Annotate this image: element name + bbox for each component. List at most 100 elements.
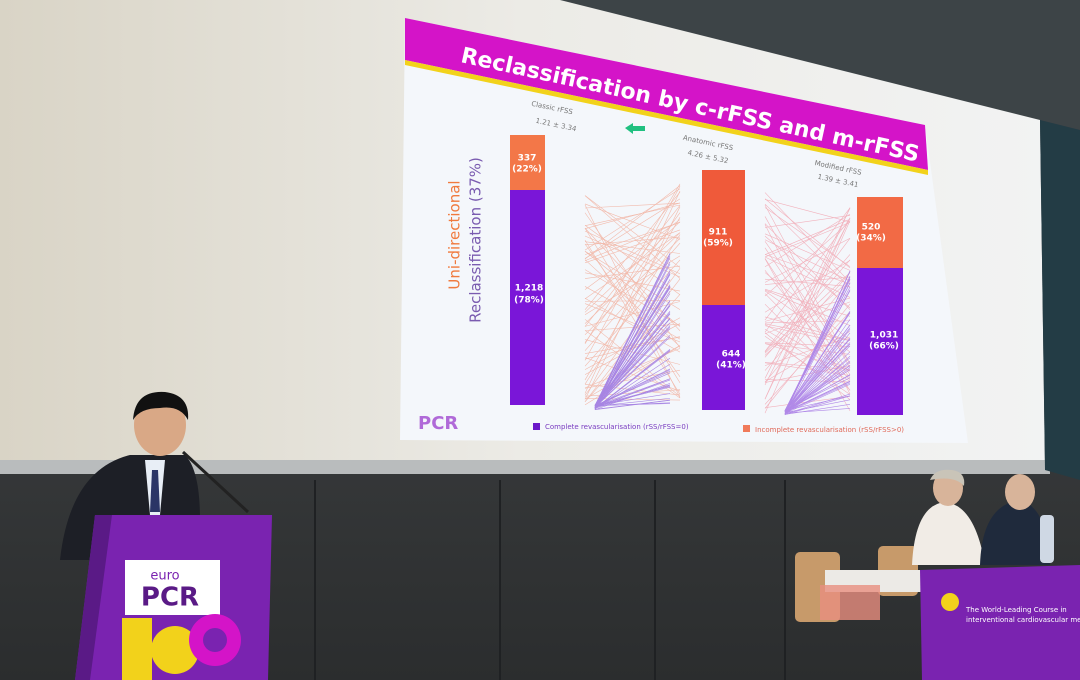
reclassification-line — [764, 222, 851, 258]
podium-side — [75, 515, 112, 680]
reclassification-line — [764, 237, 851, 283]
reclassification-line — [584, 265, 681, 279]
reclassification-line — [594, 403, 671, 406]
ceiling — [560, 0, 1080, 150]
reclassification-line — [784, 408, 851, 414]
reclassification-line — [784, 383, 851, 414]
podium-brand-main: PCR — [141, 583, 199, 613]
reclassification-line — [764, 199, 851, 223]
bar-pct: (22%) — [512, 165, 542, 175]
reclassification-line — [764, 343, 851, 355]
reclassification-line — [594, 318, 671, 409]
slide-header-stripe — [405, 60, 928, 175]
reclassification-line — [764, 278, 851, 287]
reclassification-line — [594, 370, 671, 407]
reclassification-line — [584, 251, 681, 327]
reclassification-line — [584, 339, 681, 365]
reclassification-line — [764, 260, 851, 313]
reclassification-line — [594, 385, 671, 406]
reclassification-line — [764, 233, 851, 271]
reclassification-line — [764, 316, 851, 341]
reclassification-line — [584, 186, 681, 361]
reclassification-line — [584, 203, 681, 240]
reclassification-line — [584, 202, 681, 209]
reclassification-line — [764, 223, 851, 310]
reclassification-line — [584, 269, 681, 327]
reclassification-line — [764, 204, 851, 365]
side-wall — [1040, 120, 1080, 480]
reclassification-line — [764, 254, 851, 353]
reclassification-line — [764, 198, 851, 269]
reclassification-line — [784, 377, 851, 411]
reclassification-line — [584, 236, 681, 246]
reclassification-line — [784, 395, 851, 415]
reclassification-line — [784, 369, 851, 411]
bar-incomplete — [857, 197, 903, 268]
reclassification-line — [784, 404, 851, 415]
reclassification-line — [784, 399, 851, 414]
reclassification-line — [764, 247, 851, 375]
reclassification-line — [584, 317, 681, 370]
reclassification-line — [584, 183, 681, 344]
reclassification-line — [784, 374, 851, 412]
legend-swatch — [743, 425, 750, 432]
reclassification-line — [764, 217, 851, 400]
reclassification-line — [584, 235, 681, 278]
reclassification-line — [764, 272, 851, 354]
reclassification-line — [584, 190, 681, 394]
bar-pct: (66%) — [869, 342, 899, 352]
reclassification-line — [584, 212, 681, 343]
reclassification-line — [584, 219, 681, 290]
reclassification-line — [784, 367, 851, 415]
reclassification-line — [584, 286, 681, 340]
reclassification-line — [764, 270, 851, 378]
reclassification-line — [594, 364, 671, 409]
reclassification-line — [594, 335, 671, 408]
reclassification-line — [784, 327, 851, 414]
bar-pct: (34%) — [856, 234, 886, 244]
wall-panels — [314, 480, 786, 680]
podium-logo-box — [125, 560, 220, 615]
reclassification-line — [764, 218, 851, 333]
reclassification-line — [784, 270, 851, 414]
reclassification-line — [764, 324, 851, 372]
reclassification-line — [764, 218, 851, 255]
reclassification-line — [584, 205, 681, 327]
reclassification-line — [764, 320, 851, 324]
reclassification-line — [764, 213, 851, 268]
reclassification-line — [764, 276, 851, 285]
reclassification-line — [784, 345, 851, 415]
arrow — [625, 123, 645, 134]
reclassification-line — [784, 311, 851, 413]
reclassification-line — [784, 325, 851, 411]
bar-complete — [857, 268, 903, 415]
reclassification-line — [784, 381, 851, 413]
reclassification-line — [594, 305, 671, 406]
reclassification-line — [594, 336, 671, 408]
reclassification-line — [584, 384, 681, 396]
reclassification-line — [764, 254, 851, 285]
bar-complete — [702, 305, 745, 410]
reclassification-line — [594, 357, 671, 409]
bar-pct: (59%) — [703, 239, 733, 249]
reclassification-line — [594, 378, 671, 408]
table-banner-line1: The World-Leading Course in — [965, 606, 1067, 614]
reclassification-line — [584, 238, 681, 336]
slide-header — [405, 18, 928, 170]
reclassification-line — [584, 221, 681, 262]
table-banner-line2: interventional cardiovascular medicine — [966, 616, 1080, 624]
reclassification-line — [764, 220, 851, 414]
reclassification-line — [584, 185, 681, 260]
reclassification-line — [784, 382, 851, 413]
screen-bottom-bar — [0, 460, 1050, 474]
reclassification-line — [584, 217, 681, 381]
reclassification-line — [584, 230, 681, 274]
slide-logo: PCR — [418, 413, 458, 434]
bar-count: 911 — [709, 228, 728, 238]
reclassification-line — [584, 229, 681, 264]
reclassification-line — [784, 343, 851, 412]
reclassification-line — [764, 208, 851, 379]
reclassification-line — [584, 206, 681, 400]
reclassification-line — [784, 338, 851, 415]
